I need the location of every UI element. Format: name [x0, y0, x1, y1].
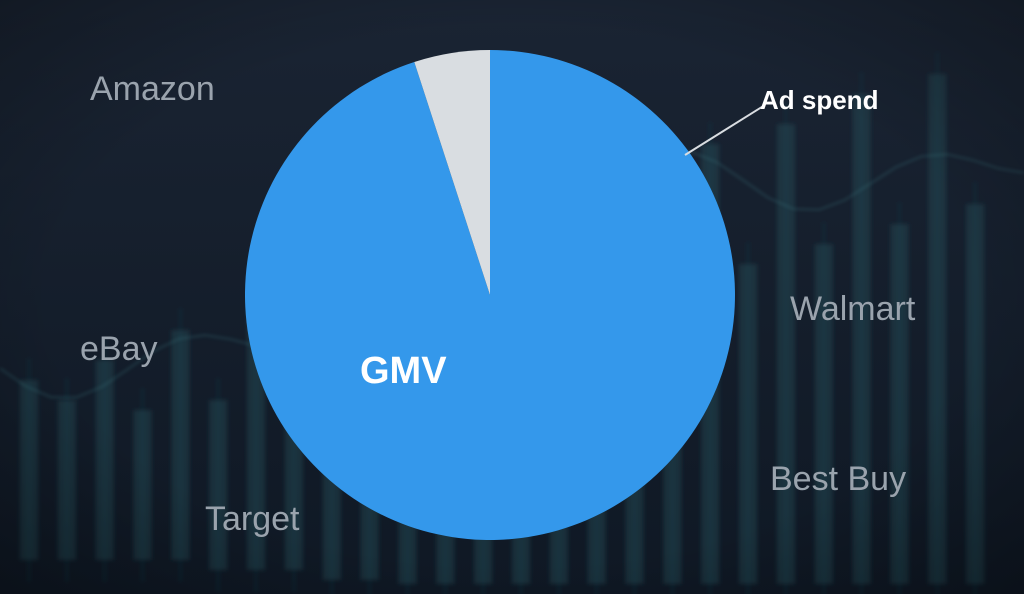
- pie-svg: [245, 50, 735, 540]
- pie-chart: [245, 50, 735, 540]
- chart-stage: AmazoneBayTargetWalmartBest Buy GMVAd sp…: [0, 0, 1024, 594]
